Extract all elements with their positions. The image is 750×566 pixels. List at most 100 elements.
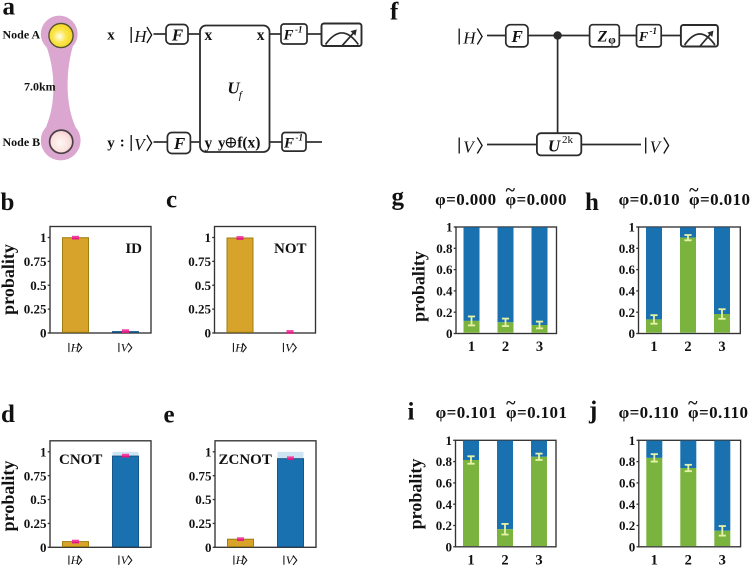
svg-text:0.4: 0.4 (436, 497, 453, 512)
svg-text:2: 2 (684, 339, 691, 355)
svg-text:0.75: 0.75 (188, 254, 211, 269)
svg-text:0.4: 0.4 (619, 284, 636, 299)
svg-text:V: V (285, 341, 294, 355)
svg-text:3: 3 (535, 552, 542, 566)
svg-text:f: f (239, 90, 244, 102)
svg-text:U: U (548, 137, 561, 156)
svg-text:probality: probality (409, 251, 429, 322)
svg-text:0: 0 (40, 326, 47, 341)
svg-text:b: b (1, 189, 15, 216)
svg-text:0.5: 0.5 (195, 278, 212, 293)
svg-text:H: H (70, 341, 81, 355)
svg-text:0: 0 (629, 539, 636, 554)
svg-text:F: F (638, 30, 649, 45)
svg-text:y: y (107, 136, 115, 152)
svg-text:φ=0.010: φ=0.010 (619, 190, 680, 209)
svg-text:3: 3 (718, 339, 725, 355)
svg-text:ID: ID (125, 241, 142, 257)
svg-text:y: y (205, 135, 213, 152)
svg-text:f(x): f(x) (237, 135, 260, 152)
svg-text:2: 2 (685, 552, 692, 566)
svg-text:i: i (408, 399, 415, 426)
svg-text:H: H (70, 553, 81, 566)
svg-text:φ: φ (608, 33, 616, 47)
svg-text:Z: Z (597, 29, 608, 46)
svg-text:0.6: 0.6 (436, 476, 453, 491)
svg-text:~: ~ (689, 180, 699, 200)
svg-text:3: 3 (719, 552, 726, 566)
svg-text:0.2: 0.2 (436, 305, 452, 320)
svg-text:φ=0.101: φ=0.101 (506, 403, 567, 422)
svg-text:1: 1 (650, 339, 657, 355)
svg-text:0.75: 0.75 (189, 468, 212, 483)
svg-text:h: h (585, 189, 599, 216)
svg-text:1: 1 (40, 230, 47, 245)
svg-text:probality: probality (0, 461, 18, 532)
svg-text:φ=0.010: φ=0.010 (689, 190, 750, 209)
svg-text:H: H (234, 341, 245, 355)
svg-text:Node A: Node A (3, 28, 41, 42)
svg-text:H: H (462, 28, 477, 47)
svg-text:g: g (392, 184, 405, 211)
svg-text:0.2: 0.2 (436, 518, 452, 533)
svg-text:φ=0.101: φ=0.101 (436, 403, 497, 422)
svg-text:probality: probality (406, 459, 426, 530)
svg-text:NOT: NOT (274, 241, 307, 257)
svg-text:H: H (133, 27, 148, 46)
svg-text:F: F (173, 134, 186, 153)
svg-text:V: V (463, 137, 476, 156)
svg-text:a: a (3, 0, 16, 21)
svg-text:0.25: 0.25 (188, 302, 211, 317)
svg-text:d: d (1, 401, 15, 428)
svg-text:x: x (257, 27, 265, 44)
svg-text:2: 2 (501, 552, 508, 566)
svg-text:c: c (166, 187, 177, 214)
svg-text:0.4: 0.4 (619, 497, 636, 512)
svg-text:~: ~ (688, 393, 698, 413)
svg-text:1: 1 (468, 339, 475, 355)
svg-text:0.6: 0.6 (436, 262, 453, 277)
svg-text:U: U (227, 79, 240, 98)
svg-text:0.4: 0.4 (436, 284, 453, 299)
svg-text:φ=0.110: φ=0.110 (688, 403, 748, 422)
svg-text:1: 1 (205, 444, 212, 459)
svg-text:V: V (121, 341, 130, 355)
svg-text:0: 0 (446, 539, 453, 554)
svg-text:0.75: 0.75 (24, 254, 47, 269)
svg-text:-1: -1 (295, 25, 303, 35)
svg-text:0.25: 0.25 (189, 516, 212, 531)
svg-text:0.8: 0.8 (436, 454, 453, 469)
svg-text:0.8: 0.8 (619, 241, 636, 256)
svg-text:1: 1 (629, 433, 636, 448)
svg-text:φ=0.000: φ=0.000 (506, 190, 567, 209)
svg-text:V: V (286, 553, 295, 566)
svg-text:0.25: 0.25 (24, 302, 47, 317)
svg-text:H: H (235, 553, 246, 566)
svg-text:CNOT: CNOT (59, 452, 102, 468)
svg-text:0.5: 0.5 (30, 278, 47, 293)
svg-text:-1: -1 (650, 26, 658, 36)
svg-text:1: 1 (446, 220, 453, 235)
svg-text:F: F (171, 25, 184, 44)
svg-text:-1: -1 (296, 133, 304, 143)
svg-text:Node B: Node B (3, 135, 41, 149)
svg-text:x: x (205, 27, 213, 44)
svg-text:0.6: 0.6 (619, 476, 636, 491)
svg-text:y: y (218, 136, 226, 152)
svg-text:0.5: 0.5 (195, 492, 212, 507)
svg-text:f: f (390, 0, 399, 26)
svg-text:0.25: 0.25 (24, 516, 47, 531)
svg-text:0: 0 (446, 326, 453, 341)
svg-text:φ=0.110: φ=0.110 (619, 403, 679, 422)
svg-text:ZCNOT: ZCNOT (219, 452, 272, 468)
svg-text:V: V (134, 135, 147, 154)
svg-text:0: 0 (40, 540, 47, 555)
svg-text:2: 2 (502, 339, 509, 355)
svg-text::: : (120, 135, 125, 151)
svg-text:V: V (650, 137, 663, 156)
svg-text:e: e (164, 401, 175, 428)
svg-text:x: x (107, 28, 115, 44)
svg-text:0.2: 0.2 (619, 305, 635, 320)
svg-text:0.75: 0.75 (24, 468, 47, 483)
svg-text:~: ~ (506, 393, 516, 413)
